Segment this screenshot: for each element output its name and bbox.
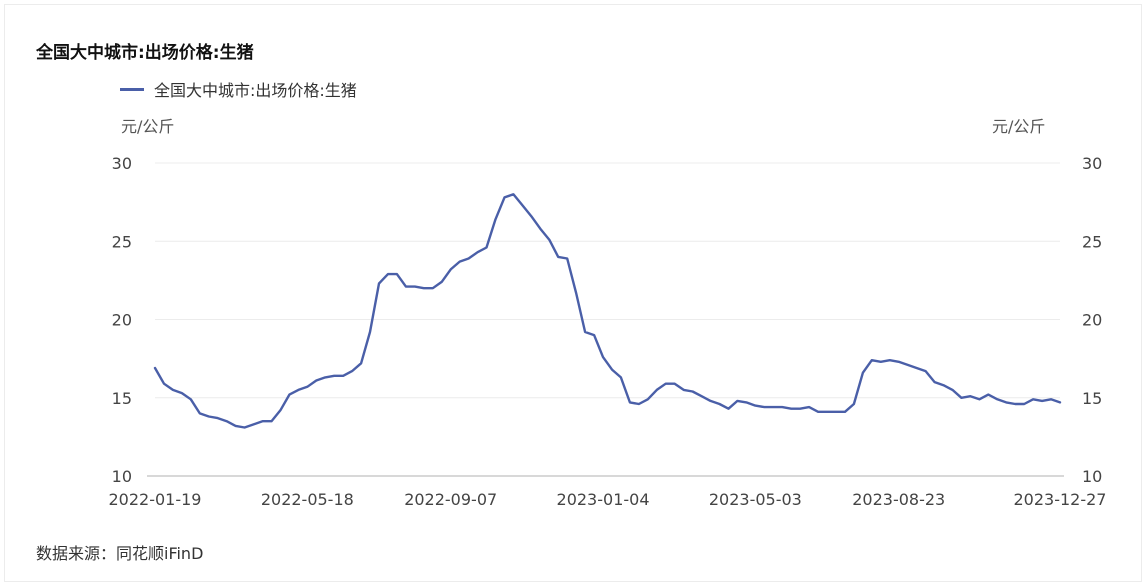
y-tick-label-left: 10: [112, 467, 132, 486]
legend-label: 全国大中城市:出场价格:生猪: [154, 81, 357, 100]
legend-swatch: [120, 87, 144, 91]
chart-legend: 全国大中城市:出场价格:生猪: [120, 78, 357, 100]
data-source-note: 数据来源：同花顺iFinD: [36, 544, 204, 563]
y-tick-label-right: 25: [1082, 232, 1102, 251]
y-axis-right-unit: 元/公斤: [992, 117, 1046, 136]
x-tick-label: 2022-05-18: [261, 490, 354, 509]
y-tick-label-right: 20: [1082, 311, 1102, 330]
x-tick-label: 2022-09-07: [404, 490, 497, 509]
y-tick-label-left: 25: [112, 232, 132, 251]
y-tick-label-right: 15: [1082, 389, 1102, 408]
chart-frame: [4, 4, 1142, 582]
x-tick-label: 2022-01-19: [109, 490, 202, 509]
series-line: [153, 193, 1062, 429]
y-tick-label-right: 30: [1082, 154, 1102, 173]
x-tick-label: 2023-01-04: [557, 490, 650, 509]
y-tick-label-right: 10: [1082, 467, 1102, 486]
chart-title: 全国大中城市:出场价格:生猪: [36, 43, 254, 63]
x-tick-label: 2023-05-03: [709, 490, 802, 509]
x-tick-label: 2023-12-27: [1014, 490, 1107, 509]
y-tick-label-left: 20: [112, 311, 132, 330]
x-tick-label: 2023-08-23: [852, 490, 945, 509]
y-tick-label-left: 15: [112, 389, 132, 408]
y-tick-label-left: 30: [112, 154, 132, 173]
y-axis-left-unit: 元/公斤: [121, 117, 175, 136]
